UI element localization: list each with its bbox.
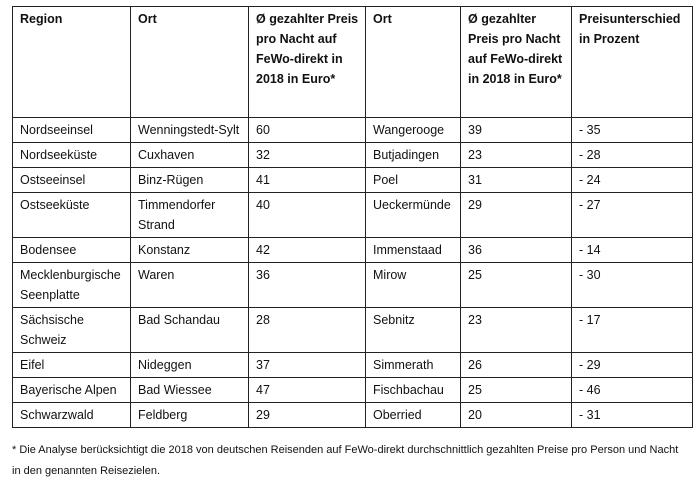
cell-region: Sächsische Schweiz [12, 307, 131, 353]
cell-price-difference: - 30 [571, 262, 693, 308]
cell-price-1: 60 [248, 117, 366, 143]
cell-ort-2: Wangerooge [365, 117, 461, 143]
cell-price-1: 42 [248, 237, 366, 263]
cell-ort-2: Ueckermünde [365, 192, 461, 238]
cell-price-1: 47 [248, 377, 366, 403]
cell-ort-1: Timmendorfer Strand [130, 192, 249, 238]
cell-region: Bodensee [12, 237, 131, 263]
cell-ort-1: Binz-Rügen [130, 167, 249, 193]
cell-price-1: 40 [248, 192, 366, 238]
cell-price-difference: - 27 [571, 192, 693, 238]
cell-ort-1: Waren [130, 262, 249, 308]
cell-price-2: 25 [460, 377, 572, 403]
cell-price-2: 29 [460, 192, 572, 238]
cell-region: Nordseeküste [12, 142, 131, 168]
price-comparison-table: Region Ort Ø gezahlter Preis pro Nacht a… [12, 6, 693, 428]
cell-price-1: 36 [248, 262, 366, 308]
cell-ort-1: Wenningstedt-Sylt [130, 117, 249, 143]
table-body: Nordseeinsel Wenningstedt-Sylt 60 Wangeroog… [12, 117, 693, 428]
cell-price-2: 39 [460, 117, 572, 143]
cell-region: Mecklenburgische Seenplatte [12, 262, 131, 308]
cell-region: Nordseeinsel [12, 117, 131, 143]
cell-price-difference: - 29 [571, 352, 693, 378]
cell-region: Eifel [12, 352, 131, 378]
table-row: Bodensee Konstanz 42 Immenstaad 36- 14 [12, 237, 693, 263]
cell-region: Bayerische Alpen [12, 377, 131, 403]
cell-price-difference: - 17 [571, 307, 693, 353]
cell-ort-2: Sebnitz [365, 307, 461, 353]
table-row: Sächsische Schweiz Bad Schandau 28 Sebnitz 2… [12, 307, 693, 353]
table-row: Schwarzwald Feldberg 29 Oberried 20- 31 [12, 402, 693, 428]
table-row: Eifel Nideggen 37 Simmerath 26- 29 [12, 352, 693, 378]
price-comparison-table-container: Region Ort Ø gezahlter Preis pro Nacht a… [12, 6, 693, 428]
table-row: Bayerische Alpen Bad Wiessee 47 Fischbachau… [12, 377, 693, 403]
header-price-difference: Preisunterschied in Prozent [571, 6, 693, 118]
cell-price-difference: - 28 [571, 142, 693, 168]
cell-region: Ostseeinsel [12, 167, 131, 193]
cell-price-2: 20 [460, 402, 572, 428]
cell-price-2: 23 [460, 307, 572, 353]
cell-ort-1: Cuxhaven [130, 142, 249, 168]
table-row: Nordseeinsel Wenningstedt-Sylt 60 Wangeroog… [12, 117, 693, 143]
table-row: Nordseeküste Cuxhaven 32 Butjadingen 23- 28 [12, 142, 693, 168]
cell-price-1: 41 [248, 167, 366, 193]
cell-price-difference: - 31 [571, 402, 693, 428]
table-row: Ostseeinsel Binz-Rügen 41 Poel 31- 24 [12, 167, 693, 193]
cell-ort-1: Bad Schandau [130, 307, 249, 353]
header-price-1: Ø gezahlter Preis pro Nacht auf FeWo-dir… [248, 6, 366, 118]
header-region: Region [12, 6, 131, 118]
cell-price-difference: - 24 [571, 167, 693, 193]
cell-price-2: 25 [460, 262, 572, 308]
cell-ort-2: Poel [365, 167, 461, 193]
cell-ort-2: Butjadingen [365, 142, 461, 168]
table-header-row: Region Ort Ø gezahlter Preis pro Nacht a… [12, 6, 693, 118]
cell-price-1: 37 [248, 352, 366, 378]
header-price-2: Ø gezahlter Preis pro Nacht auf FeWo-dir… [460, 6, 572, 118]
cell-ort-1: Bad Wiessee [130, 377, 249, 403]
cell-ort-2: Fischbachau [365, 377, 461, 403]
cell-price-2: 31 [460, 167, 572, 193]
footnote: * Die Analyse berücksichtigt die 2018 vo… [12, 444, 679, 477]
cell-price-difference: - 14 [571, 237, 693, 263]
cell-price-1: 28 [248, 307, 366, 353]
cell-price-1: 32 [248, 142, 366, 168]
cell-price-2: 26 [460, 352, 572, 378]
header-ort-2: Ort [365, 6, 461, 118]
cell-ort-2: Mirow [365, 262, 461, 308]
cell-price-1: 29 [248, 402, 366, 428]
cell-price-difference: - 35 [571, 117, 693, 143]
cell-ort-2: Oberried [365, 402, 461, 428]
cell-ort-1: Konstanz [130, 237, 249, 263]
cell-region: Schwarzwald [12, 402, 131, 428]
cell-price-difference: - 46 [571, 377, 693, 403]
cell-ort-2: Simmerath [365, 352, 461, 378]
table-row: Mecklenburgische Seenplatte Waren 36 Mirow 2… [12, 262, 693, 308]
cell-region: Ostseeküste [12, 192, 131, 238]
cell-price-2: 23 [460, 142, 572, 168]
table-row: Ostseeküste Timmendorfer Strand 40 Ueckermü… [12, 192, 693, 238]
cell-ort-1: Feldberg [130, 402, 249, 428]
cell-ort-1: Nideggen [130, 352, 249, 378]
cell-ort-2: Immenstaad [365, 237, 461, 263]
cell-price-2: 36 [460, 237, 572, 263]
header-ort-1: Ort [130, 6, 249, 118]
